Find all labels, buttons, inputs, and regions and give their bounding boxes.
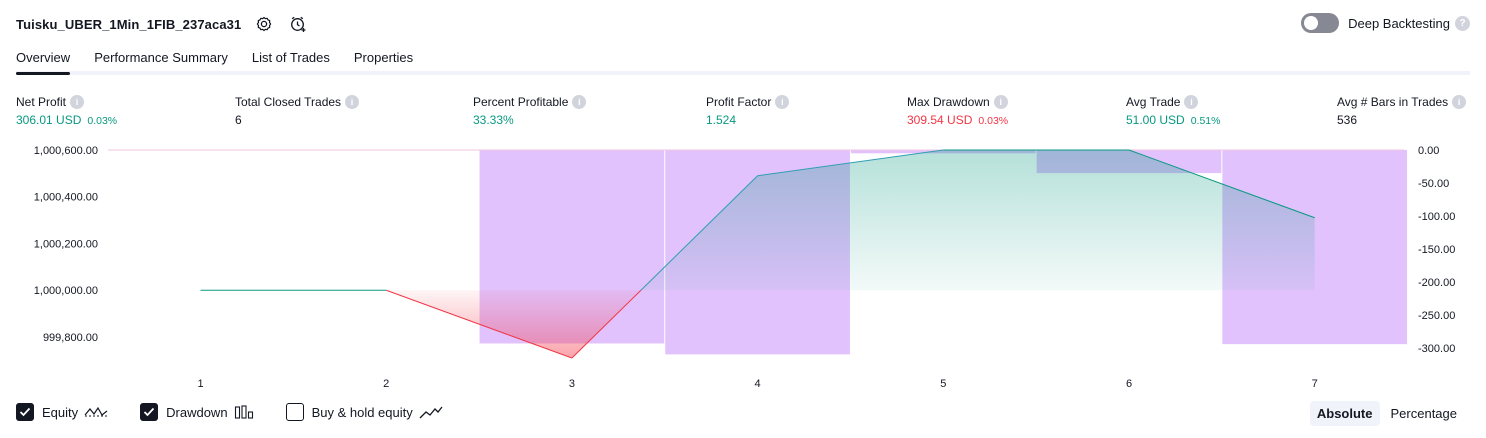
settings-gear-icon[interactable] [253,13,275,35]
legend-drawdown[interactable]: Drawdown [140,403,253,421]
right-tick-label: -250.00 [1418,310,1455,322]
tab-performance-summary[interactable]: Performance Summary [94,50,228,65]
deep-backtesting-label: Deep Backtesting [1348,15,1450,31]
info-icon[interactable]: i [70,95,85,109]
metric-value: 1.524 [706,113,737,127]
right-tick-label: 0.00 [1418,145,1439,157]
metric-avg-bars-in-trades: Avg # Bars in Trades i 536 [1337,94,1467,127]
metric-value: 306.01 USD [16,113,82,127]
metric-label: Profit Factor [706,95,772,109]
equity-line-segment [571,289,642,359]
left-tick-label: 1,000,400.00 [34,192,98,204]
metric-label: Avg # Bars in Trades [1337,95,1449,109]
deep-backtesting-control: Deep Backtesting ? [1301,13,1470,33]
metric-percent-profitable: Percent Profitable i 33.33% [473,94,587,127]
deep-backtesting-help-icon[interactable]: ? [1455,15,1470,31]
tab-overview[interactable]: Overview [16,44,71,75]
equity-checkbox[interactable] [16,403,34,421]
left-axis: 1,000,600.00 1,000,400.00 1,000,200.00 1,00… [34,145,98,344]
metric-label: Percent Profitable [473,95,569,109]
legend-label: Buy & hold equity [311,404,413,420]
info-icon[interactable]: i [572,95,587,109]
metric-profit-factor: Profit Factor i 1.524 [706,94,790,127]
info-icon[interactable]: i [775,95,790,109]
right-tick-label: -150.00 [1418,244,1455,256]
x-tick-label: 4 [755,378,761,390]
strategy-header: Tuisku_UBER_1Min_1FIB_237aca31 [16,12,309,36]
metric-net-profit: Net Profit i 306.01 USD 0.03% [16,94,117,127]
metric-label: Max Drawdown [907,95,990,109]
right-tick-label: -200.00 [1418,277,1455,289]
legend-label: Drawdown [166,404,228,420]
left-tick-label: 1,000,000.00 [34,285,98,297]
equity-drawdown-chart[interactable]: 1,000,600.00 1,000,400.00 1,000,200.00 1,00… [0,138,1486,396]
info-icon[interactable]: i [1184,95,1199,109]
metric-label: Net Profit [16,95,67,109]
equity-area-down [386,290,641,358]
equity-area-up [200,150,1315,291]
buy-hold-checkbox[interactable] [285,403,304,421]
metric-value: 33.33% [473,113,514,127]
equity-line [200,149,1315,359]
x-tick-label: 1 [197,378,203,390]
left-tick-label: 1,000,600.00 [34,145,98,157]
legend-equity[interactable]: Equity [16,403,108,421]
add-alert-clock-icon[interactable] [287,13,309,35]
metric-label: Avg Trade [1126,95,1181,109]
metric-value: 51.00 USD [1126,113,1185,127]
equity-line-segment [640,175,758,291]
metric-percent: 0.03% [87,115,118,127]
metric-percent: 0.03% [978,115,1009,127]
metric-label: Total Closed Trades [235,95,342,109]
left-tick-label: 1,000,200.00 [34,238,98,250]
absolute-button[interactable]: Absolute [1309,401,1380,426]
x-axis: 1 2 3 4 5 6 7 [197,378,1317,390]
percentage-button[interactable]: Percentage [1390,406,1458,421]
right-tick-label: -100.00 [1418,211,1455,223]
info-icon[interactable]: i [993,95,1008,109]
equity-area [108,149,1404,358]
tab-list-of-trades[interactable]: List of Trades [251,50,330,65]
x-tick-label: 7 [1312,378,1318,390]
x-tick-label: 5 [940,378,946,390]
metric-value: 536 [1337,113,1358,127]
metric-value: 309.54 USD [907,113,973,127]
x-tick-label: 3 [569,378,575,390]
legend-label: Equity [42,404,79,420]
scale-toggle: Absolute Percentage [1306,401,1464,426]
right-tick-label: -50.00 [1418,178,1449,190]
metric-avg-trade: Avg Trade i 51.00 USD 0.51% [1126,94,1220,127]
left-tick-label: 999,800.00 [43,332,98,344]
equity-line-segment [386,289,573,359]
metric-percent: 0.51% [1190,115,1221,127]
tab-properties[interactable]: Properties [353,50,414,65]
x-tick-label: 2 [383,378,389,390]
right-axis: 0.00 -50.00 -100.00 -150.00 -200.00 -250.00 -3… [1418,145,1455,355]
metric-total-closed-trades: Total Closed Trades i 6 [235,94,360,127]
x-tick-label: 6 [1126,378,1132,390]
deep-backtesting-toggle[interactable] [1301,13,1340,33]
drawdown-checkbox[interactable] [140,403,159,421]
info-icon[interactable]: i [1452,95,1467,109]
buy-hold-line-icon [419,405,443,419]
report-tabs: Overview Performance Summary List of Tra… [16,44,1470,75]
chart-legend: Equity Drawdown Buy & hold equity [16,403,475,421]
info-icon[interactable]: i [345,95,360,109]
drawdown-bars-icon [234,405,254,419]
equity-line-segment [757,149,944,177]
equity-line-segment [1128,149,1315,219]
right-tick-label: -300.00 [1418,343,1455,355]
metric-max-drawdown: Max Drawdown i 309.54 USD 0.03% [907,94,1008,127]
legend-buy-hold-equity[interactable]: Buy & hold equity [285,403,443,421]
metric-value: 6 [235,113,242,127]
strategy-title: Tuisku_UBER_1Min_1FIB_237aca31 [16,16,242,32]
equity-line-icon [84,405,108,419]
